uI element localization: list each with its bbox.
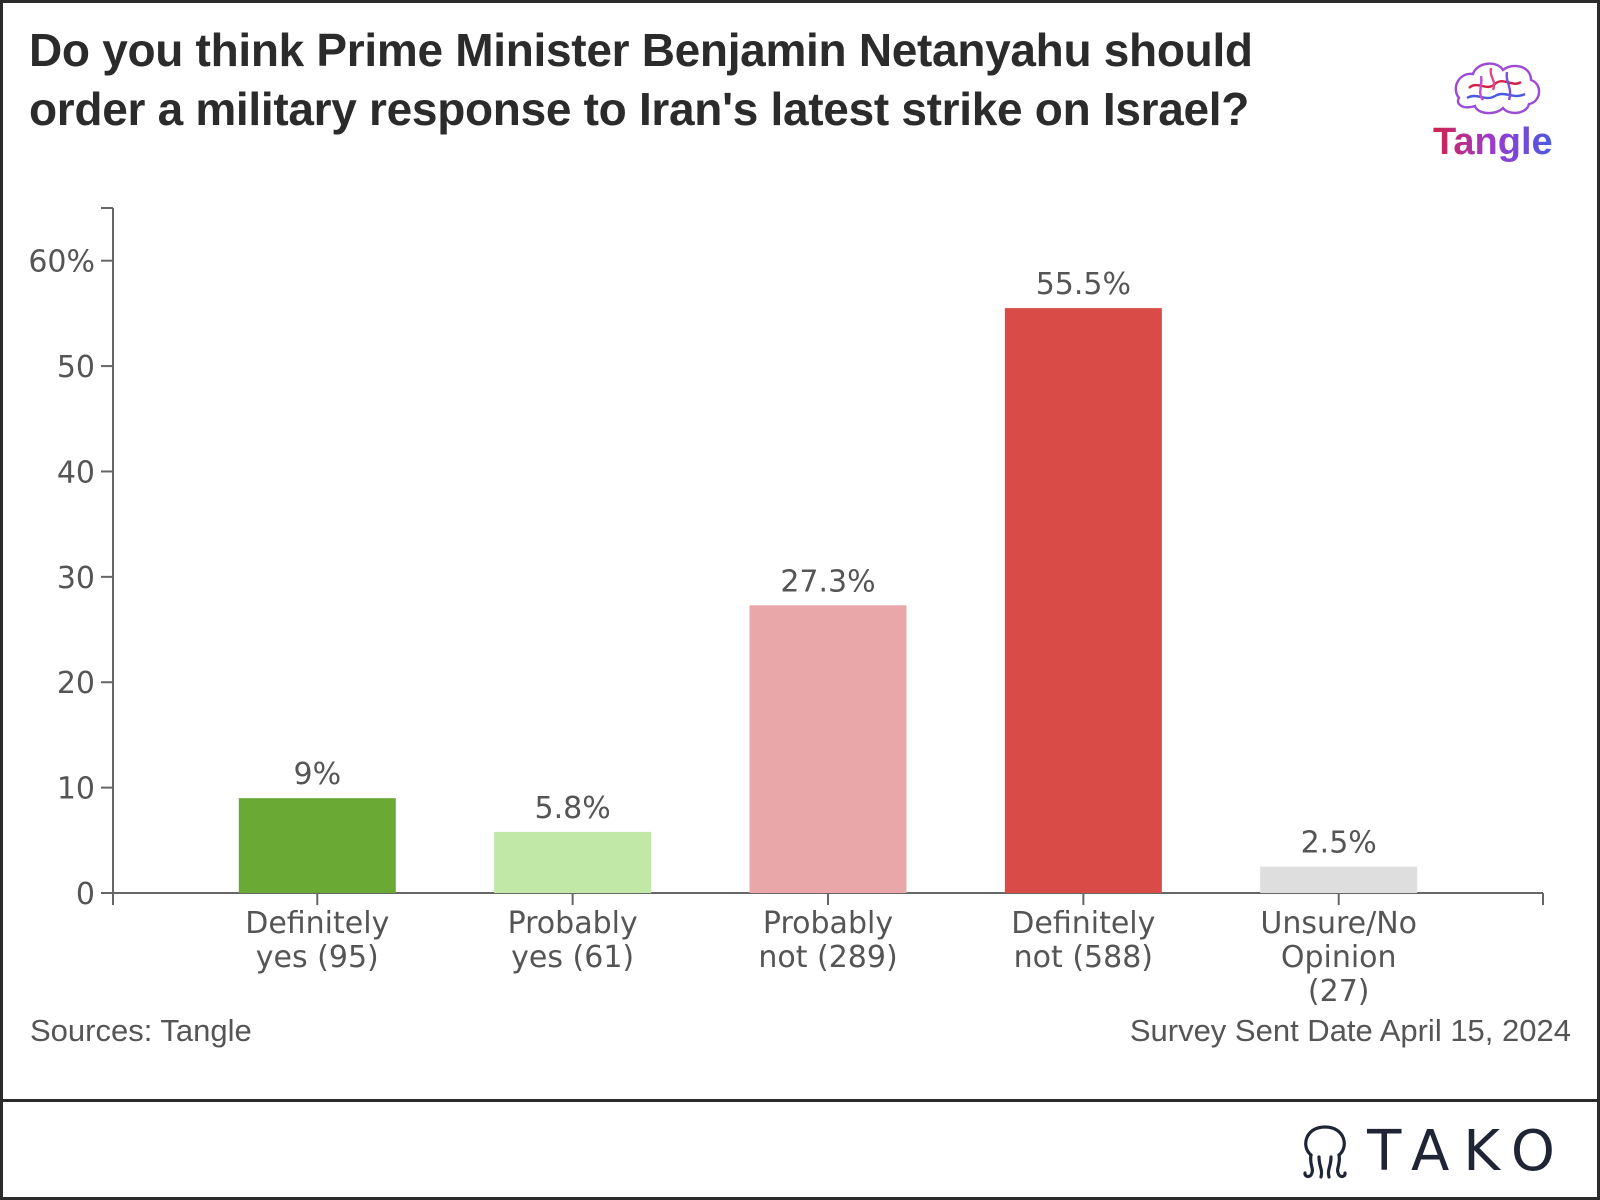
data-label: 9% — [293, 757, 341, 792]
tangle-logo: Tangle — [1427, 58, 1567, 168]
tako-wordmark: TAKO — [1367, 1118, 1569, 1184]
y-tick-label: 0 — [76, 877, 95, 912]
bar — [1260, 866, 1418, 893]
tako-brand: TAKO — [1297, 1118, 1569, 1184]
y-tick-label: 10 — [57, 772, 95, 807]
x-tick-label: Probably — [763, 906, 893, 941]
footer-divider — [3, 1099, 1597, 1102]
y-tick-label: 60% — [28, 245, 95, 280]
x-tick-label: not (588) — [1014, 940, 1153, 975]
x-tick-label: Definitely — [1011, 906, 1155, 941]
bar — [1004, 308, 1162, 894]
survey-date: Survey Sent Date April 15, 2024 — [1129, 1013, 1571, 1048]
y-tick-label: 40 — [57, 455, 95, 490]
bar — [749, 605, 907, 893]
x-tick-label: yes (61) — [511, 940, 634, 975]
x-tick-label: Probably — [508, 906, 638, 941]
x-tick-label: yes (95) — [256, 940, 379, 975]
chart-title: Do you think Prime Minister Benjamin Net… — [29, 24, 1253, 135]
brain-icon — [1454, 62, 1541, 115]
y-tick-label: 50 — [57, 350, 95, 385]
x-tick-label: Opinion — [1281, 940, 1397, 975]
y-tick-label: 20 — [57, 666, 95, 701]
x-tick-label: (27) — [1308, 974, 1370, 1009]
data-label: 5.8% — [535, 791, 611, 826]
bar — [238, 798, 396, 893]
source-note: Sources: Tangle — [30, 1013, 252, 1048]
tako-octopus-icon — [1303, 1125, 1347, 1179]
x-tick-label: Unsure/No — [1260, 906, 1417, 941]
y-tick-label: 30 — [57, 561, 95, 596]
data-label: 27.3% — [780, 564, 875, 599]
bar — [494, 831, 652, 893]
data-label: 55.5% — [1036, 267, 1131, 302]
tangle-logo-text: Tangle — [1433, 121, 1553, 163]
data-label: 2.5% — [1301, 826, 1377, 861]
x-tick-label: not (289) — [758, 940, 897, 975]
x-tick-label: Definitely — [245, 906, 389, 941]
